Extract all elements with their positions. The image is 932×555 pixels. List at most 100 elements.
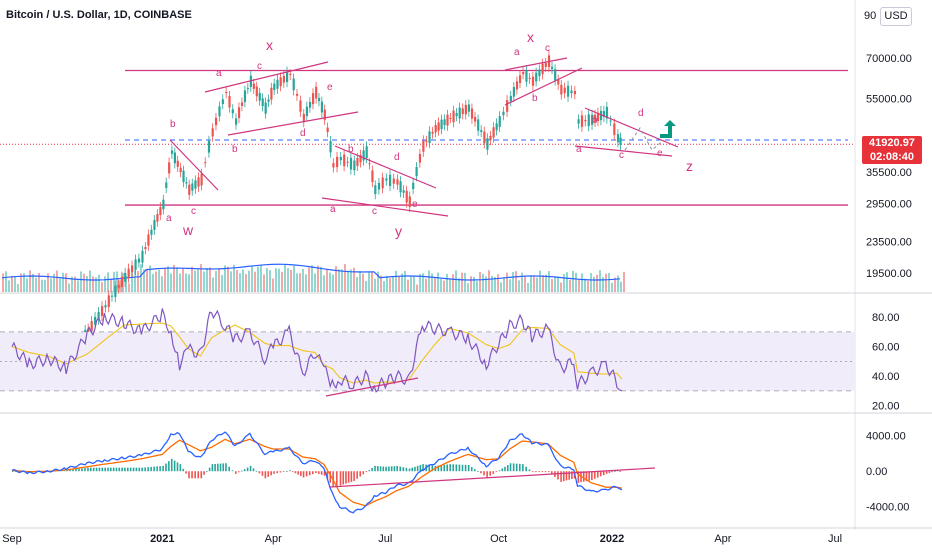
volume-bar <box>605 273 607 292</box>
volume-bar <box>371 271 373 292</box>
volume-bar <box>617 275 619 292</box>
candle-body <box>425 140 428 143</box>
candle-body <box>153 219 156 230</box>
macd-hist-bar <box>147 467 149 472</box>
volume-bar <box>350 269 352 292</box>
macd-hist-bar <box>282 471 285 473</box>
macd-hist-bar <box>437 465 440 472</box>
candle-body <box>305 106 309 117</box>
candle-body <box>609 120 612 122</box>
volume-bar <box>599 270 601 292</box>
candle-body <box>255 86 258 97</box>
macd-hist-bar <box>365 471 368 473</box>
macd-hist-bar <box>443 464 446 472</box>
candle-body <box>428 131 431 144</box>
volume-bar <box>182 267 184 292</box>
wave-label-small: d <box>638 108 644 119</box>
wave-label-small: a <box>576 144 582 155</box>
macd-hist-bar <box>388 466 390 472</box>
candle-body <box>231 109 234 114</box>
macd-hist-bar <box>208 467 211 472</box>
candle-body <box>528 78 531 80</box>
volume-bar <box>356 277 358 292</box>
candle-body <box>602 111 606 117</box>
volume-bar <box>131 268 133 292</box>
macd-hist-bar <box>474 469 476 472</box>
candle-body <box>104 305 107 308</box>
macd-hist-bar <box>535 471 537 473</box>
volume-bar <box>197 268 199 292</box>
candle-body <box>120 276 124 288</box>
volume-bar <box>545 274 547 292</box>
candle-body <box>599 110 603 121</box>
volume-bar <box>575 272 577 292</box>
macd-hist-bar <box>619 471 621 473</box>
macd-hist-bar <box>585 471 588 482</box>
volume-bar <box>38 272 40 292</box>
volume-bar <box>458 278 460 292</box>
candle-body <box>117 284 120 289</box>
macd-hist-bar <box>302 471 305 478</box>
candle-body <box>515 81 519 90</box>
candle-body <box>525 69 528 82</box>
candle-body <box>477 119 480 131</box>
volume-bar <box>185 273 187 292</box>
rsi-ma-line <box>11 322 623 384</box>
volume-bar <box>332 274 334 292</box>
currency-button[interactable]: USD <box>880 7 912 26</box>
volume-bar <box>395 270 397 292</box>
candle-body <box>240 102 244 106</box>
volume-bar <box>416 284 418 292</box>
wave-label-small: b <box>348 144 354 155</box>
candle-body <box>124 272 127 282</box>
volume-bar <box>614 277 616 292</box>
pattern-trendline-6 <box>504 67 583 106</box>
macd-hist-bar <box>599 471 602 477</box>
volume-bar <box>101 282 103 292</box>
volume-bar <box>485 276 487 292</box>
volume-bar <box>251 265 253 292</box>
volume-bar <box>422 273 424 292</box>
candle-body <box>455 113 458 117</box>
macd-hist-bar <box>297 471 299 475</box>
candle-body <box>498 116 501 127</box>
macd-hist-bar <box>75 468 77 472</box>
volume-bar <box>95 277 97 292</box>
volume-bar <box>437 272 439 292</box>
volume-bar <box>107 272 109 292</box>
volume-bar <box>560 282 562 292</box>
macd-hist-bar <box>379 466 382 472</box>
volume-bar <box>17 284 19 292</box>
macd-hist-bar <box>219 463 222 472</box>
macd-hist-bar <box>320 471 323 475</box>
volume-bar <box>98 274 100 292</box>
macd-hist-bar <box>509 463 512 472</box>
volume-bar <box>524 275 526 292</box>
volume-bar <box>383 281 385 292</box>
volume-bar <box>221 275 223 292</box>
candle-body <box>308 101 312 108</box>
volume-bar <box>203 271 205 292</box>
macd-hist-bar <box>300 471 302 477</box>
volume-bar <box>296 273 298 292</box>
volume-bar <box>170 273 172 292</box>
candle-body <box>162 199 165 210</box>
macd-hist-bar <box>353 471 355 481</box>
time-tick-label: Sep <box>2 533 22 545</box>
macd-hist-bar <box>279 471 282 473</box>
macd-hist-bar <box>95 467 98 472</box>
volume-bar <box>92 276 94 292</box>
volume-bar <box>176 267 178 292</box>
volume-bar <box>428 270 430 292</box>
rsi-tick-label: 20.00 <box>872 401 900 413</box>
macd-hist-bar <box>329 471 332 483</box>
macd-hist-bar <box>416 465 419 472</box>
volume-bar <box>65 273 67 292</box>
macd-hist-bar <box>376 466 379 472</box>
candle-body <box>412 182 415 190</box>
volume-bar <box>572 270 574 292</box>
candle-body <box>449 117 452 119</box>
candle-body <box>276 79 279 89</box>
